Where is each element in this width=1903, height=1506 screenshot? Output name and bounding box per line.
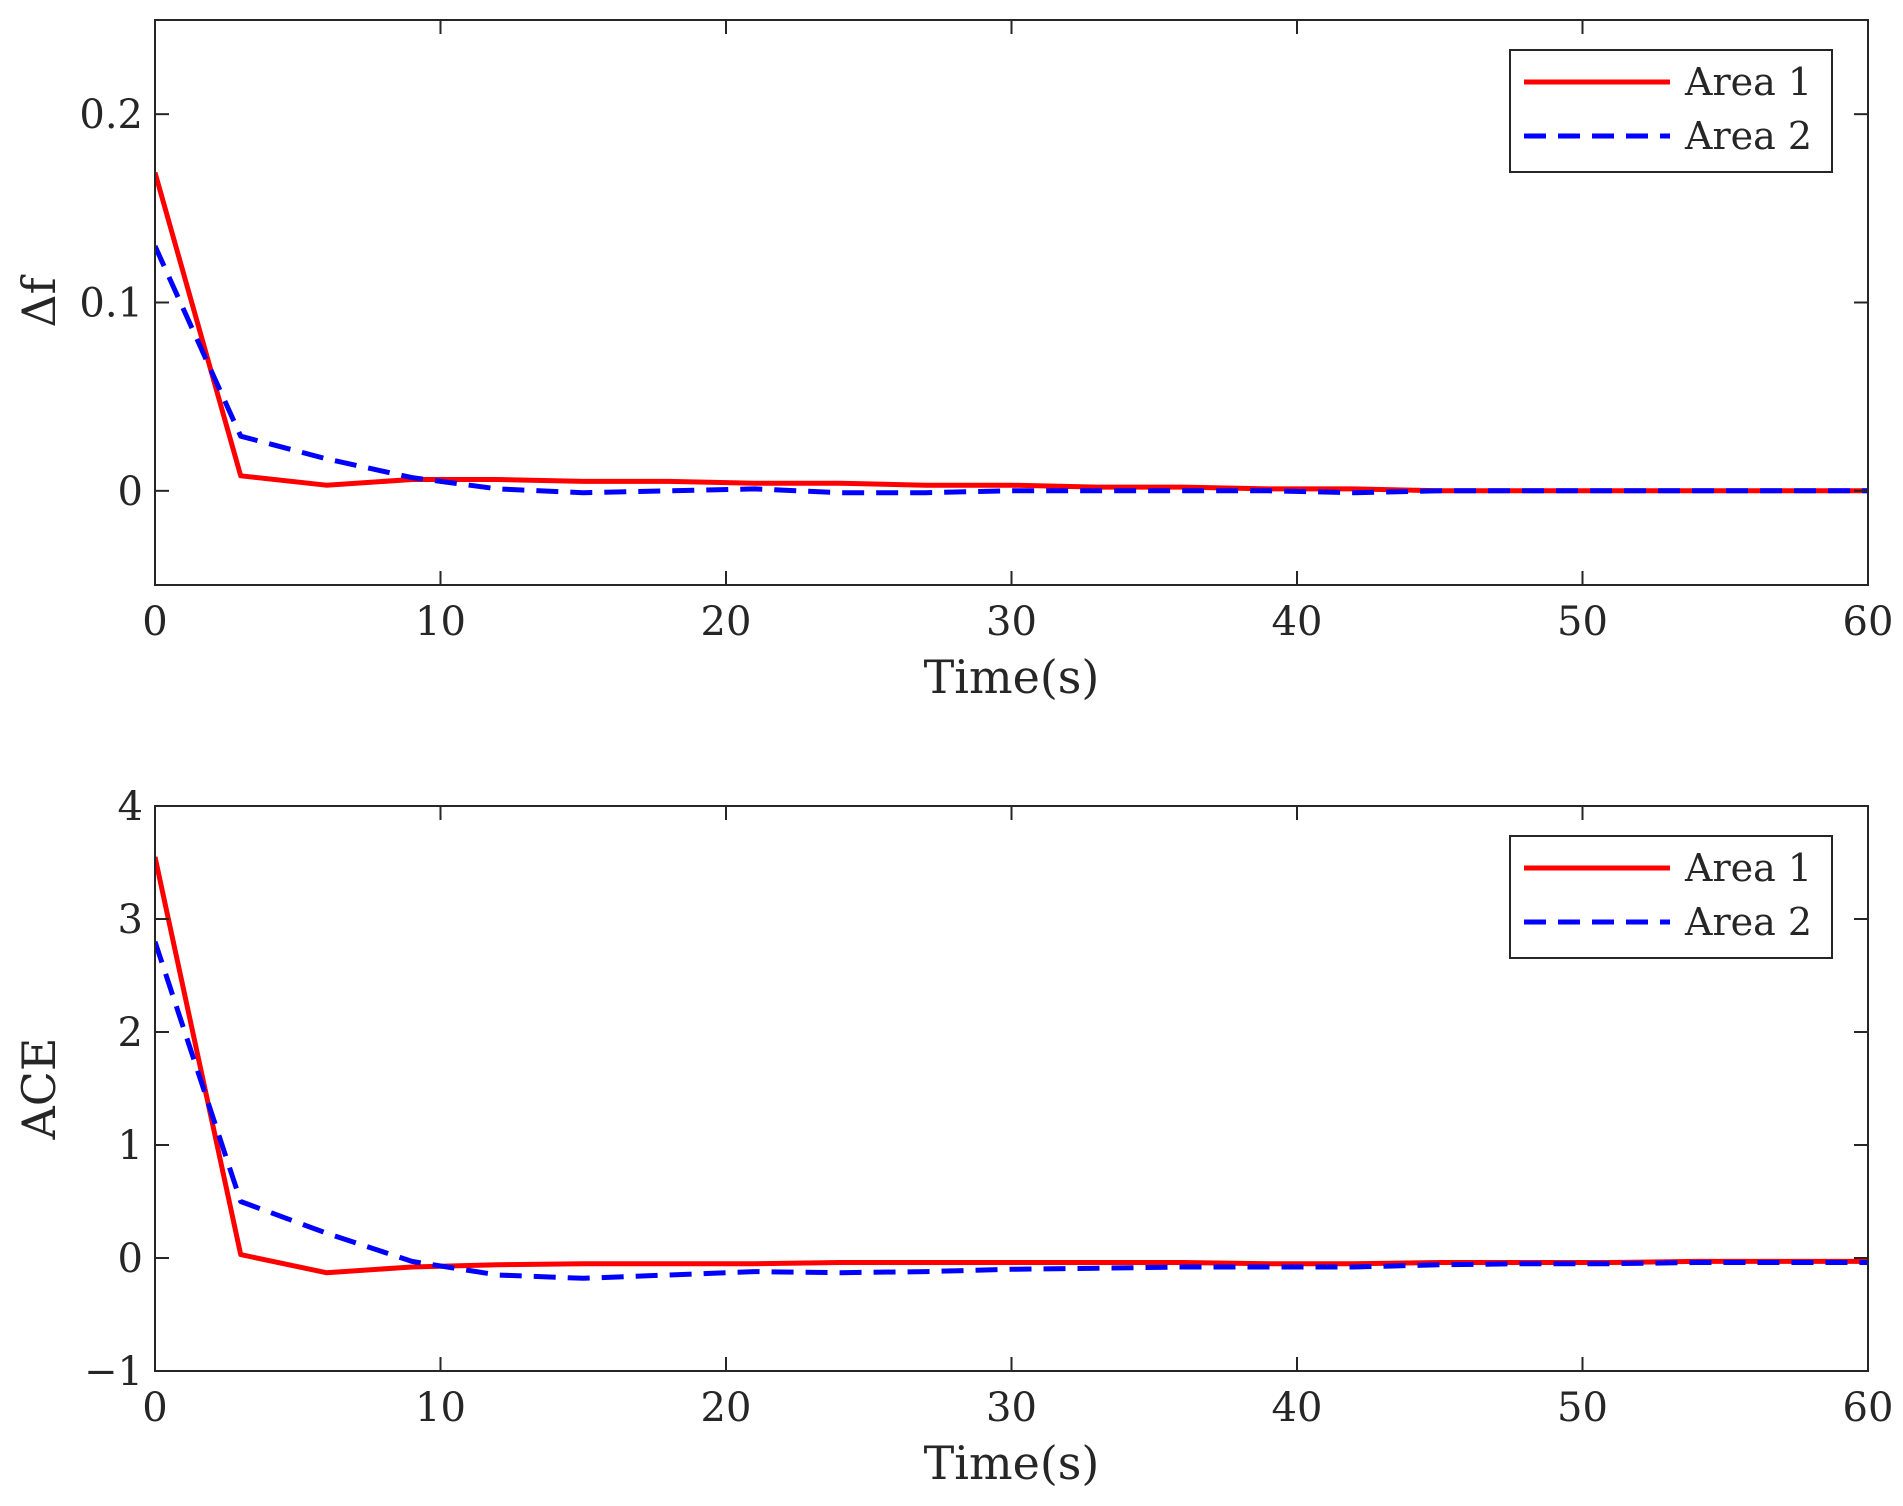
chart-0-xtick-label-0: 0 [142, 599, 167, 645]
chart-1-series-group [155, 856, 1868, 1281]
chart-0-legend-box [1509, 49, 1833, 173]
chart-1-ytick-label-5: 4 [118, 784, 143, 830]
chart-1-xtick-label-4: 40 [1272, 1385, 1323, 1431]
chart-1-ytick-label-1: 0 [118, 1236, 143, 1282]
chart-1-xtick-label-1: 10 [415, 1385, 466, 1431]
chart-0-xtick-label-3: 30 [986, 599, 1037, 645]
chart-0-xtick-label-2: 20 [701, 599, 752, 645]
chart-0-legend-label-2: Area 2 [1684, 114, 1812, 158]
chart-1-legend-label-1: Area 1 [1684, 846, 1812, 890]
chart-0-series-group [155, 171, 1868, 496]
chart-0-xtick-label-5: 50 [1557, 599, 1608, 645]
chart-0-ylabel: Δf [12, 274, 66, 327]
chart-1-ytick-label-4: 3 [118, 897, 143, 943]
chart-1-xtick-label-3: 30 [986, 1385, 1037, 1431]
chart-1-ytick-label-0: −1 [84, 1349, 143, 1395]
chart-0-ytick-label-1: 0.1 [79, 281, 143, 327]
chart-0-xtick-label-6: 60 [1843, 599, 1894, 645]
chart-0-legend-label-1: Area 1 [1684, 60, 1812, 104]
chart-0-xtick-label-4: 40 [1272, 599, 1323, 645]
chart-1-ytick-label-3: 2 [118, 1010, 143, 1056]
chart-0-xtick-label-1: 10 [415, 599, 466, 645]
chart-1-xtick-label-5: 50 [1557, 1385, 1608, 1431]
chart-0-series-2-line [155, 244, 1868, 496]
chart-1-xtick-label-0: 0 [142, 1385, 167, 1431]
chart-0-ytick-label-0: 0 [118, 469, 143, 515]
chart-1-xtick-label-6: 60 [1843, 1385, 1894, 1431]
chart-0-xlabel: Time(s) [924, 650, 1100, 704]
chart-1-xlabel: Time(s) [924, 1436, 1100, 1490]
chart-1-xtick-label-2: 20 [701, 1385, 752, 1431]
chart-1-legend-box [1509, 835, 1833, 959]
delta-f-chart: 0 10 20 30 40 50 60 0 0.1 0.2 Time(s) Δf Area 1 Area … [12, 19, 1894, 704]
chart-1-ylabel: ACE [12, 1038, 66, 1141]
chart-1-series-2-line [155, 940, 1868, 1281]
chart-1-legend-label-2: Area 2 [1684, 900, 1812, 944]
chart-1-ytick-label-2: 1 [118, 1123, 143, 1169]
chart-0-ytick-label-2: 0.2 [79, 92, 143, 138]
